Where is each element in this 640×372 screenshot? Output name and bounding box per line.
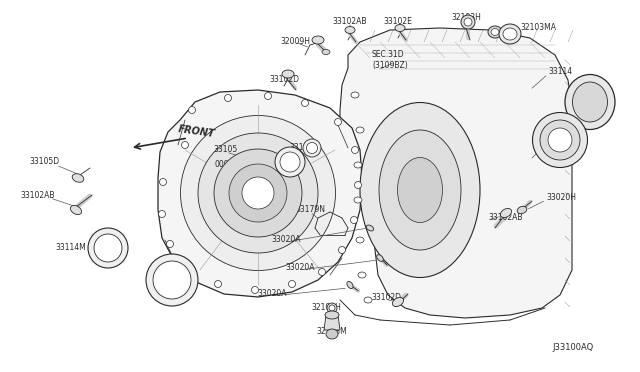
Ellipse shape bbox=[252, 286, 259, 294]
Ellipse shape bbox=[355, 182, 362, 189]
Ellipse shape bbox=[364, 297, 372, 303]
Text: 33197: 33197 bbox=[290, 144, 314, 153]
Polygon shape bbox=[158, 90, 362, 297]
Ellipse shape bbox=[180, 115, 335, 270]
Text: 33020H: 33020H bbox=[546, 193, 576, 202]
Ellipse shape bbox=[517, 206, 527, 214]
Ellipse shape bbox=[565, 74, 615, 129]
Ellipse shape bbox=[189, 106, 195, 113]
Ellipse shape bbox=[488, 26, 502, 38]
Text: 33105: 33105 bbox=[214, 145, 238, 154]
Ellipse shape bbox=[325, 311, 339, 319]
Ellipse shape bbox=[146, 254, 198, 306]
Ellipse shape bbox=[397, 157, 442, 222]
Text: 32103H: 32103H bbox=[451, 13, 481, 22]
Ellipse shape bbox=[153, 261, 191, 299]
Ellipse shape bbox=[166, 241, 173, 247]
Ellipse shape bbox=[214, 280, 221, 288]
Ellipse shape bbox=[159, 211, 166, 218]
Text: 33102AB: 33102AB bbox=[488, 214, 522, 222]
Ellipse shape bbox=[356, 237, 364, 243]
Ellipse shape bbox=[72, 174, 84, 182]
Text: 33114: 33114 bbox=[548, 67, 572, 77]
Ellipse shape bbox=[307, 142, 317, 154]
Ellipse shape bbox=[319, 269, 326, 276]
Text: 33102D: 33102D bbox=[371, 294, 401, 302]
Ellipse shape bbox=[356, 127, 364, 133]
Ellipse shape bbox=[354, 197, 362, 203]
Ellipse shape bbox=[354, 162, 362, 168]
Text: 33102E: 33102E bbox=[383, 17, 412, 26]
Text: 33020A: 33020A bbox=[271, 235, 301, 244]
Ellipse shape bbox=[186, 264, 193, 272]
Text: 33102AB: 33102AB bbox=[20, 192, 55, 201]
Ellipse shape bbox=[280, 152, 300, 172]
Text: 00922-29000
RING(1): 00922-29000 RING(1) bbox=[214, 160, 266, 180]
Ellipse shape bbox=[329, 305, 335, 311]
Text: J33100AQ: J33100AQ bbox=[553, 343, 594, 353]
Ellipse shape bbox=[312, 36, 324, 44]
Ellipse shape bbox=[229, 164, 287, 222]
Ellipse shape bbox=[94, 234, 122, 262]
Ellipse shape bbox=[70, 205, 81, 215]
Ellipse shape bbox=[351, 92, 359, 98]
Text: 33102D: 33102D bbox=[269, 76, 299, 84]
Ellipse shape bbox=[392, 298, 404, 307]
Ellipse shape bbox=[242, 177, 274, 209]
Ellipse shape bbox=[339, 247, 346, 253]
Text: 33105D: 33105D bbox=[29, 157, 59, 167]
Ellipse shape bbox=[347, 282, 353, 289]
Text: 33020A: 33020A bbox=[257, 289, 287, 298]
Ellipse shape bbox=[540, 120, 580, 160]
Ellipse shape bbox=[88, 228, 128, 268]
Ellipse shape bbox=[351, 147, 358, 154]
Ellipse shape bbox=[379, 130, 461, 250]
Ellipse shape bbox=[377, 255, 383, 262]
Text: SEC.31D
(3109BZ): SEC.31D (3109BZ) bbox=[372, 50, 408, 70]
Ellipse shape bbox=[573, 82, 607, 122]
Polygon shape bbox=[324, 315, 340, 330]
Text: 33020A: 33020A bbox=[285, 263, 315, 273]
Ellipse shape bbox=[499, 24, 521, 44]
Ellipse shape bbox=[360, 103, 480, 278]
Ellipse shape bbox=[303, 139, 321, 157]
Text: 32103MA: 32103MA bbox=[520, 23, 556, 32]
Ellipse shape bbox=[264, 93, 271, 99]
Polygon shape bbox=[340, 28, 572, 318]
Ellipse shape bbox=[275, 147, 305, 177]
Ellipse shape bbox=[327, 303, 337, 313]
Ellipse shape bbox=[289, 280, 296, 288]
Ellipse shape bbox=[225, 94, 232, 102]
Ellipse shape bbox=[301, 99, 308, 106]
Ellipse shape bbox=[532, 112, 588, 167]
Ellipse shape bbox=[464, 18, 472, 26]
Ellipse shape bbox=[326, 329, 338, 339]
Text: 32103H: 32103H bbox=[311, 304, 341, 312]
Ellipse shape bbox=[461, 15, 475, 29]
Ellipse shape bbox=[322, 49, 330, 55]
Ellipse shape bbox=[491, 29, 499, 35]
Ellipse shape bbox=[358, 272, 366, 278]
Text: 32103M: 32103M bbox=[317, 327, 348, 337]
Ellipse shape bbox=[395, 25, 405, 32]
Ellipse shape bbox=[345, 26, 355, 33]
Ellipse shape bbox=[366, 225, 374, 231]
Ellipse shape bbox=[335, 119, 342, 125]
Ellipse shape bbox=[282, 70, 294, 78]
Ellipse shape bbox=[503, 28, 517, 40]
Text: 33102AB: 33102AB bbox=[333, 17, 367, 26]
Ellipse shape bbox=[214, 149, 302, 237]
Text: FRONT: FRONT bbox=[178, 125, 216, 140]
Text: 32009H: 32009H bbox=[280, 38, 310, 46]
Ellipse shape bbox=[500, 208, 511, 218]
Text: 33114N: 33114N bbox=[157, 294, 187, 302]
Ellipse shape bbox=[548, 128, 572, 152]
Text: 33114M: 33114M bbox=[55, 244, 86, 253]
Text: 33102M: 33102M bbox=[548, 135, 579, 144]
Text: 33179N: 33179N bbox=[295, 205, 325, 215]
Ellipse shape bbox=[182, 141, 189, 148]
Ellipse shape bbox=[198, 133, 318, 253]
Ellipse shape bbox=[351, 217, 358, 224]
Ellipse shape bbox=[159, 179, 166, 186]
